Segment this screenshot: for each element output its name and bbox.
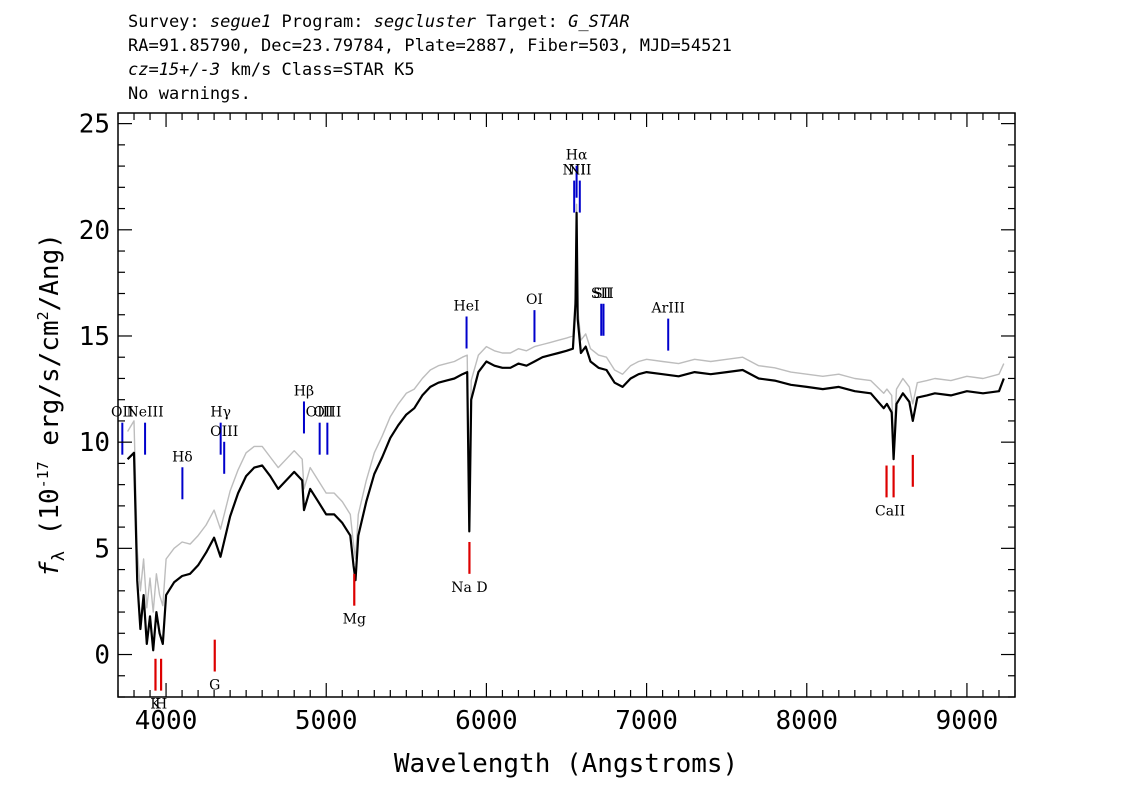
target-label: Target: [476, 12, 569, 32]
y-tick-label: 20 [79, 216, 110, 246]
emission-line-label: NII [568, 163, 591, 179]
emission-line-label: NeIII [126, 405, 163, 421]
flux-error-series-line [127, 203, 1005, 613]
header-line-warnings: No warnings. [128, 84, 251, 104]
absorption-line-label: H [155, 697, 167, 713]
survey-value: segue1 [209, 12, 272, 32]
survey-label: Survey: [128, 12, 210, 32]
x-axis-title: Wavelength (Angstroms) [394, 749, 738, 779]
x-tick-label: 8000 [775, 706, 838, 736]
y-tick-label: 0 [94, 641, 110, 671]
y-tick-label: 10 [79, 428, 110, 458]
absorption-line-label: Mg [343, 612, 366, 628]
y-axis-title: fλ (10-17 erg/s/cm2/Ang) [34, 233, 69, 577]
x-tick-label: 9000 [936, 706, 999, 736]
emission-line-label: OIII [313, 405, 341, 421]
emission-line-label: OI [526, 292, 543, 308]
absorption-line-label: G [209, 678, 220, 694]
class-text: km/s Class=STAR K5 [220, 60, 415, 80]
flux-series-line [126, 211, 1005, 652]
emission-line-label: Hγ [210, 405, 231, 421]
header-line-coordinates: RA=91.85790, Dec=23.79784, Plate=2887, F… [128, 36, 732, 56]
emission-line-label: OIII [210, 424, 238, 440]
svg-text:fλ (10-17 erg/s/cm2/Ang): fλ (10-17 erg/s/cm2/Ang) [34, 233, 69, 577]
y-tick-label: 25 [79, 110, 110, 140]
emission-line-label: SII [593, 286, 614, 302]
x-tick-label: 6000 [455, 706, 518, 736]
spectrum-header: Survey: segue1 Program: segcluster Targe… [128, 10, 732, 106]
x-tick-label: 5000 [295, 706, 358, 736]
emission-line-label: Hα [566, 148, 588, 164]
emission-line-label: HeI [454, 298, 480, 314]
emission-line-label: OIII [306, 405, 334, 421]
plot-area [126, 203, 1005, 652]
emission-line-label: SII [591, 286, 612, 302]
x-tick-label: 4000 [135, 706, 198, 736]
y-tick-label: 5 [94, 534, 110, 564]
absorption-line-label: CaII [875, 503, 905, 519]
emission-line-label: ArIII [651, 301, 685, 317]
y-tick-label: 15 [79, 322, 110, 352]
absorption-line-label: Na D [451, 580, 487, 596]
header-line-class: cz=15+/-3 km/s Class=STAR K5 [128, 58, 732, 82]
header-line-survey: Survey: segue1 Program: segcluster Targe… [128, 10, 732, 34]
program-value: segcluster [373, 12, 477, 32]
x-tick-label: 7000 [615, 706, 678, 736]
emission-line-label: NII [563, 163, 586, 179]
target-value: G_STAR [568, 12, 630, 32]
absorption-line-label: K [150, 697, 161, 713]
emission-line-label: Hδ [172, 449, 193, 465]
emission-line-label: OII [111, 405, 134, 421]
cz-value: cz=15+/-3 [128, 60, 221, 80]
program-label: Program: [271, 12, 374, 32]
emission-line-label: Hβ [294, 383, 314, 399]
